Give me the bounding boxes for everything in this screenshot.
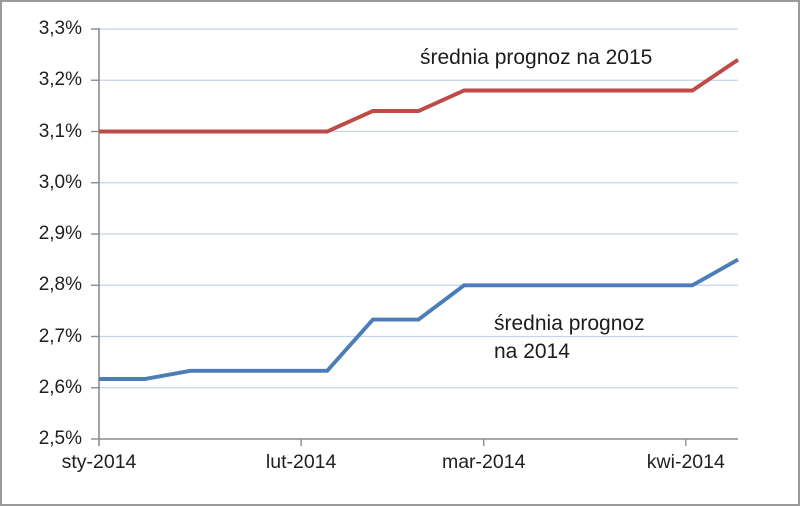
y-tick-label: 2,7% [38, 325, 82, 347]
y-tick-label: 2,5% [38, 428, 82, 449]
y-tick-label: 3,2% [38, 69, 82, 91]
series-line-2015 [99, 58, 740, 134]
y-tick-label: 2,8% [38, 274, 82, 296]
y-tick-label: 2,6% [38, 376, 82, 398]
y-tick-label: 2,9% [38, 223, 82, 244]
series-label-2014: średnia prognoz na 2014 [494, 310, 645, 366]
x-tick-label: sty-2014 [61, 451, 137, 473]
series-line-2014 [99, 257, 739, 381]
series-label-2014-line1: średnia prognoz [494, 312, 645, 335]
series-label-2014-line2: na 2014 [494, 340, 570, 363]
series-label-2015: średnia prognoz na 2015 [420, 46, 653, 69]
x-tick-label: lut-2014 [265, 451, 337, 473]
y-tick-label: 3,1% [38, 120, 82, 142]
y-tick-label: 3,0% [38, 171, 82, 193]
x-tick-label: mar-2014 [441, 451, 526, 473]
x-tick-label: kwi-2014 [646, 451, 725, 473]
y-tick-label: 3,3% [38, 18, 82, 39]
